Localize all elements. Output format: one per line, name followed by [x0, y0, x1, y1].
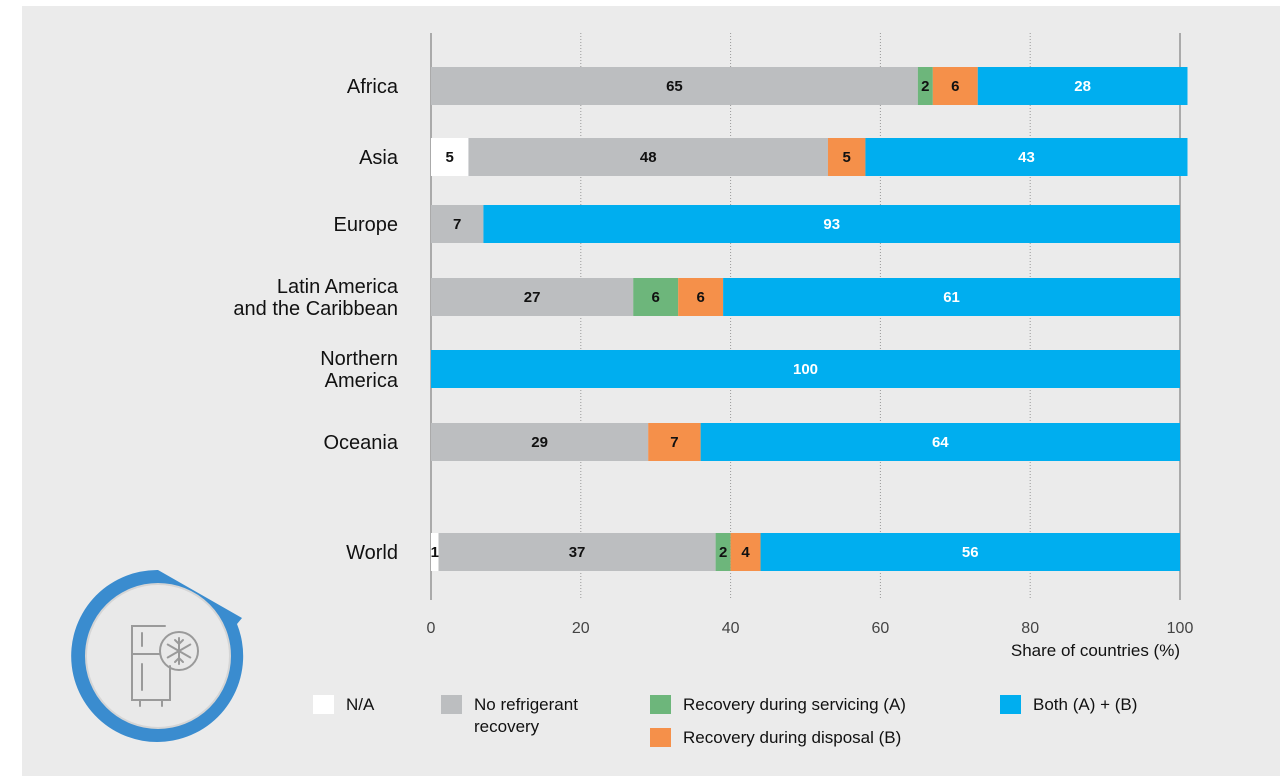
data-label: 43	[1018, 149, 1035, 166]
data-label: 48	[640, 149, 657, 166]
category-label: Latin America and the Caribbean	[233, 276, 398, 320]
legend-item-servicing: Recovery during servicing (A)	[650, 695, 906, 714]
legend-item-both: Both (A) + (B)	[1000, 695, 1137, 714]
bar-segment-both	[977, 67, 1188, 105]
data-label: 7	[453, 216, 461, 233]
legend-swatch	[313, 695, 334, 714]
bar-segment-disposal	[648, 423, 701, 461]
bar-segment-servicing	[715, 533, 731, 571]
bar-segment-no_recovery	[431, 67, 918, 105]
bar-segment-both	[723, 278, 1180, 316]
x-tick-label: 0	[427, 620, 436, 637]
data-label: 100	[793, 361, 818, 378]
legend-swatch	[1000, 695, 1021, 714]
data-label: 2	[719, 544, 727, 561]
x-tick-label: 60	[872, 620, 890, 637]
bar-segment-no_recovery	[431, 205, 484, 243]
x-axis-ticks: 0 20 40 60 80 100	[427, 620, 1194, 637]
category-label: Africa	[347, 76, 399, 98]
legend-label: Both (A) + (B)	[1033, 695, 1137, 714]
grid-lines	[430, 33, 1181, 600]
category-label: World	[346, 542, 398, 564]
bar-segment-disposal	[827, 138, 866, 176]
legend-label: N/A	[346, 695, 375, 714]
legend-label: Recovery during servicing (A)	[683, 695, 906, 714]
bar-segment-both	[865, 138, 1188, 176]
category-labels: Africa Asia Europe Latin America and the Car…	[233, 76, 398, 564]
category-label: Europe	[334, 214, 399, 236]
data-label: 4	[741, 544, 750, 561]
bar-segment-both	[431, 350, 1180, 388]
bar-segment-no_recovery	[438, 533, 716, 571]
data-label: 6	[652, 289, 660, 306]
x-tick-label: 20	[572, 620, 590, 637]
data-label: 7	[670, 434, 678, 451]
legend-item-na: N/A	[313, 695, 375, 714]
data-label: 5	[446, 149, 454, 166]
data-label: 64	[932, 434, 949, 451]
bar-segment-disposal	[932, 67, 978, 105]
data-label: 27	[524, 289, 541, 306]
bar-segment-no_recovery	[431, 278, 634, 316]
data-label: 6	[696, 289, 704, 306]
legend: N/A No refrigerant recovery Recovery during…	[313, 695, 1137, 747]
data-label: 2	[921, 78, 929, 95]
bar-segment-na	[431, 138, 469, 176]
data-label: 65	[666, 78, 683, 95]
data-label: 93	[823, 216, 840, 233]
data-label: 56	[962, 544, 979, 561]
x-tick-label: 100	[1167, 620, 1194, 637]
legend-swatch	[441, 695, 462, 714]
bar-segment-servicing	[917, 67, 933, 105]
legend-label: No refrigerant recovery	[474, 695, 578, 736]
category-label: Northern America	[320, 348, 399, 392]
bar-segment-disposal	[730, 533, 761, 571]
category-label: Oceania	[324, 432, 399, 454]
category-label: Asia	[359, 147, 399, 169]
x-axis-label: Share of countries (%)	[1011, 641, 1180, 660]
bar-segment-no_recovery	[468, 138, 828, 176]
data-label: 61	[943, 289, 960, 306]
refrigerator-snowflake-icon	[71, 569, 244, 742]
data-label: 1	[431, 544, 439, 561]
data-label: 29	[531, 434, 548, 451]
legend-item-no_recovery: No refrigerant recovery	[441, 695, 578, 736]
x-tick-label: 80	[1021, 620, 1039, 637]
bar-segment-both	[483, 205, 1180, 243]
bar-segment-both	[760, 533, 1180, 571]
legend-swatch	[650, 695, 671, 714]
bar-segment-disposal	[678, 278, 724, 316]
legend-swatch	[650, 728, 671, 747]
x-tick-label: 40	[722, 620, 740, 637]
legend-item-disposal: Recovery during disposal (B)	[650, 728, 901, 747]
data-label: 37	[569, 544, 586, 561]
bar-segment-na	[431, 533, 439, 571]
bar-segment-no_recovery	[431, 423, 649, 461]
legend-label: Recovery during disposal (B)	[683, 728, 901, 747]
data-label: 5	[843, 149, 851, 166]
data-label: 6	[951, 78, 959, 95]
bar-segment-both	[700, 423, 1180, 461]
data-label: 28	[1074, 78, 1091, 95]
bar-segment-servicing	[633, 278, 679, 316]
